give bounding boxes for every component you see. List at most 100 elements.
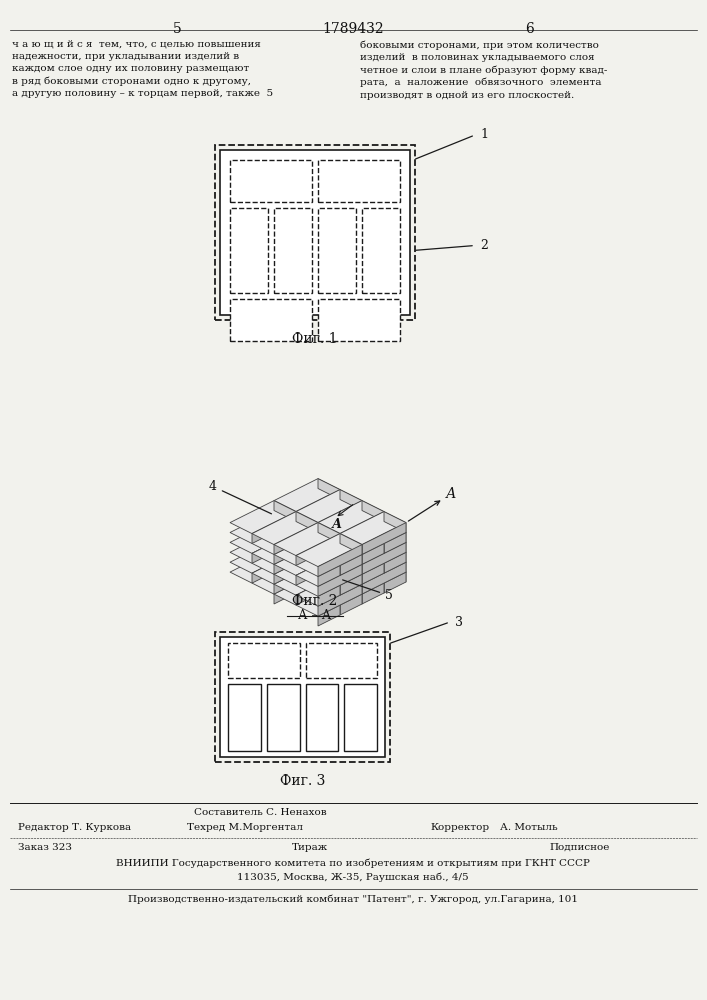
Polygon shape: [274, 562, 318, 594]
Polygon shape: [362, 583, 384, 604]
Polygon shape: [274, 562, 340, 595]
Polygon shape: [296, 531, 318, 552]
Bar: [228, 684, 261, 751]
Polygon shape: [252, 510, 318, 544]
Polygon shape: [362, 530, 406, 562]
Polygon shape: [362, 550, 406, 582]
Bar: [230, 299, 312, 341]
Polygon shape: [340, 512, 406, 545]
Text: боковыми сторонами, при этом количество
изделий  в половинах укладываемого слоя
: боковыми сторонами, при этом количество …: [360, 40, 607, 100]
Polygon shape: [296, 532, 362, 566]
Polygon shape: [252, 531, 318, 564]
Polygon shape: [318, 605, 340, 626]
Polygon shape: [230, 520, 296, 553]
Polygon shape: [340, 512, 384, 544]
Bar: [230, 208, 268, 293]
Polygon shape: [230, 561, 296, 594]
Polygon shape: [362, 563, 384, 584]
Polygon shape: [340, 530, 362, 551]
Polygon shape: [318, 561, 340, 582]
Text: Фиг. 3: Фиг. 3: [280, 774, 325, 788]
Polygon shape: [296, 583, 340, 615]
Polygon shape: [274, 583, 296, 604]
Polygon shape: [252, 512, 296, 544]
Polygon shape: [252, 530, 318, 563]
Polygon shape: [318, 541, 384, 574]
Polygon shape: [318, 498, 340, 519]
Polygon shape: [340, 550, 362, 571]
Polygon shape: [274, 550, 318, 582]
Polygon shape: [318, 520, 362, 552]
Polygon shape: [318, 585, 340, 606]
Polygon shape: [340, 531, 384, 563]
Polygon shape: [340, 553, 362, 574]
Polygon shape: [274, 542, 318, 574]
Polygon shape: [296, 572, 318, 593]
Polygon shape: [296, 551, 318, 572]
Polygon shape: [362, 520, 384, 541]
Polygon shape: [340, 554, 362, 575]
Polygon shape: [340, 534, 362, 554]
Polygon shape: [296, 509, 362, 542]
Polygon shape: [340, 510, 406, 544]
Polygon shape: [296, 508, 362, 541]
Text: 3: 3: [455, 615, 463, 629]
Polygon shape: [296, 490, 362, 523]
Text: 4: 4: [209, 480, 271, 514]
Polygon shape: [230, 501, 296, 534]
Polygon shape: [318, 545, 362, 576]
Text: А: А: [332, 518, 342, 531]
Polygon shape: [296, 552, 318, 573]
Text: 5: 5: [173, 22, 182, 36]
Bar: [267, 684, 300, 751]
Polygon shape: [252, 541, 296, 573]
Polygon shape: [384, 552, 406, 573]
Polygon shape: [318, 584, 362, 616]
Polygon shape: [252, 550, 318, 583]
Text: 5: 5: [343, 580, 393, 602]
Polygon shape: [340, 490, 362, 510]
Bar: [274, 208, 312, 293]
Polygon shape: [318, 572, 362, 604]
Polygon shape: [274, 519, 340, 552]
Polygon shape: [362, 523, 406, 554]
Bar: [318, 208, 356, 293]
Polygon shape: [296, 553, 362, 586]
Polygon shape: [274, 563, 340, 596]
Polygon shape: [274, 544, 340, 576]
Text: ВНИИПИ Государственного комитета по изобретениям и открытиям при ГКНТ СССР: ВНИИПИ Государственного комитета по изоб…: [116, 859, 590, 868]
Polygon shape: [296, 553, 340, 585]
Text: ч а ю щ и й с я  тем, что, с целью повышения
надежности, при укладывании изделий: ч а ю щ и й с я тем, что, с целью повыше…: [12, 40, 273, 98]
Bar: [344, 684, 377, 751]
Polygon shape: [384, 532, 406, 553]
Polygon shape: [296, 519, 340, 551]
Polygon shape: [252, 561, 296, 593]
Bar: [215, 632, 390, 762]
Text: 6: 6: [525, 22, 534, 36]
Polygon shape: [296, 573, 340, 605]
Polygon shape: [340, 573, 362, 594]
Polygon shape: [318, 479, 340, 499]
Polygon shape: [340, 531, 406, 564]
Bar: [228, 643, 300, 678]
Polygon shape: [296, 539, 340, 571]
Text: Подписное: Подписное: [550, 843, 610, 852]
Text: Производственно-издательский комбинат "Патент", г. Ужгород, ул.Гагарина, 101: Производственно-издательский комбинат "П…: [128, 894, 578, 904]
Polygon shape: [318, 540, 384, 573]
Text: Фиг. 1: Фиг. 1: [292, 332, 338, 346]
Polygon shape: [340, 551, 384, 583]
Polygon shape: [274, 544, 296, 564]
Polygon shape: [296, 488, 362, 522]
Polygon shape: [318, 523, 340, 544]
Polygon shape: [296, 528, 362, 561]
Polygon shape: [340, 594, 362, 615]
Polygon shape: [318, 564, 362, 596]
Polygon shape: [230, 541, 296, 574]
Polygon shape: [318, 566, 340, 586]
Polygon shape: [296, 552, 362, 585]
Polygon shape: [318, 562, 340, 583]
Bar: [305, 643, 377, 678]
Polygon shape: [252, 551, 318, 584]
Polygon shape: [318, 501, 384, 534]
Bar: [215, 145, 415, 320]
